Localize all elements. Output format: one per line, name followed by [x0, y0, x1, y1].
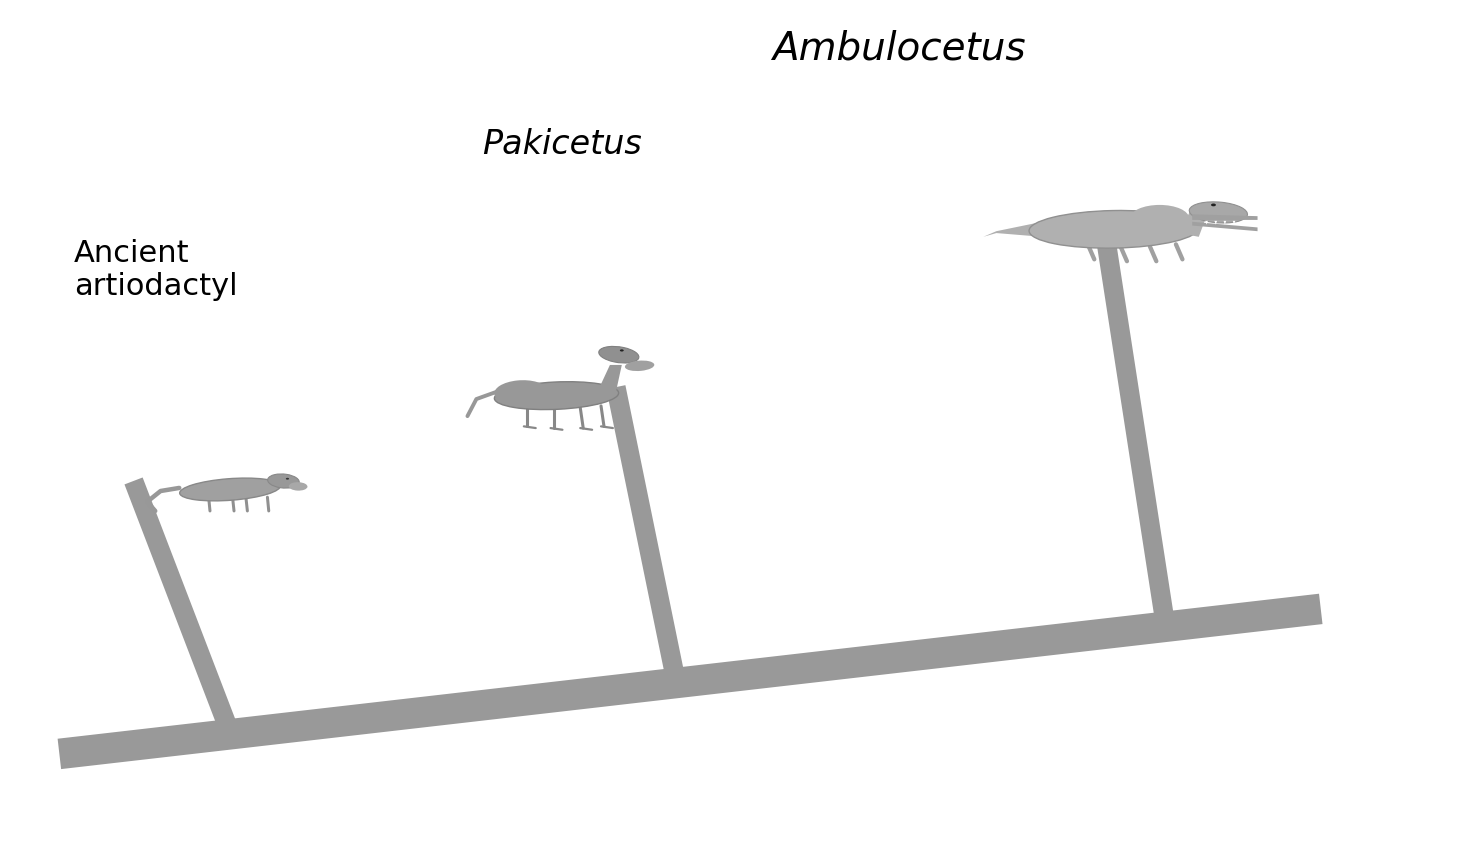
Polygon shape — [1233, 222, 1235, 226]
Ellipse shape — [289, 482, 307, 491]
Ellipse shape — [494, 383, 619, 410]
Polygon shape — [1180, 208, 1208, 238]
Polygon shape — [1205, 222, 1208, 226]
Polygon shape — [1214, 222, 1217, 226]
Ellipse shape — [1189, 203, 1248, 224]
Ellipse shape — [1028, 211, 1199, 249]
Text: Ancient
artiodactyl: Ancient artiodactyl — [74, 239, 237, 301]
Polygon shape — [257, 481, 276, 492]
Polygon shape — [1224, 222, 1226, 226]
Polygon shape — [598, 366, 622, 393]
Text: Ambulocetus: Ambulocetus — [772, 30, 1025, 68]
Ellipse shape — [286, 478, 289, 480]
Polygon shape — [1242, 222, 1245, 226]
Text: Pakicetus: Pakicetus — [482, 128, 643, 161]
Polygon shape — [1192, 215, 1257, 221]
Ellipse shape — [180, 479, 280, 501]
Ellipse shape — [267, 475, 300, 488]
Polygon shape — [984, 222, 1042, 238]
Ellipse shape — [494, 381, 548, 405]
Ellipse shape — [1211, 204, 1215, 207]
Ellipse shape — [625, 361, 654, 371]
Polygon shape — [1251, 222, 1254, 226]
Polygon shape — [1192, 222, 1257, 232]
Ellipse shape — [620, 350, 623, 352]
Ellipse shape — [1131, 205, 1189, 232]
Ellipse shape — [598, 347, 640, 364]
